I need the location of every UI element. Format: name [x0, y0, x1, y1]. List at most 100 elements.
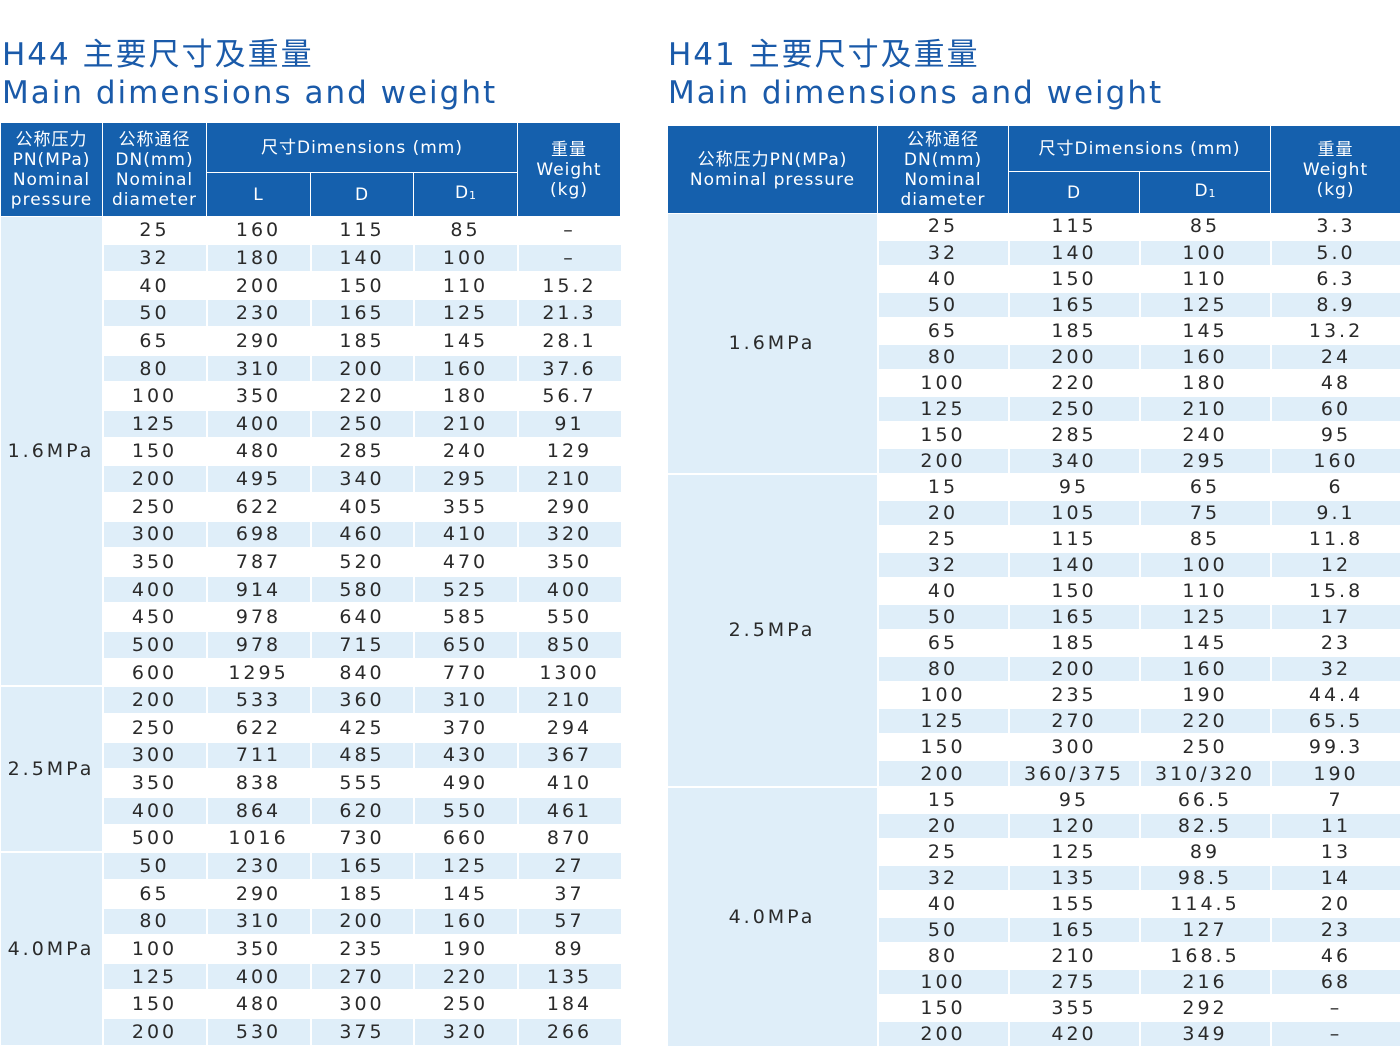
table-cell: 80	[103, 908, 207, 936]
table-cell: 533	[207, 686, 311, 714]
table-cell: 100	[1140, 240, 1271, 266]
dn-header-unit: DN(mm)	[103, 150, 206, 170]
table-cell: 220	[1009, 370, 1140, 396]
table-cell: 360/375	[1009, 760, 1140, 786]
table-cell: 37	[518, 880, 621, 908]
table-cell: 210	[414, 410, 518, 438]
table-cell: 23	[1271, 917, 1400, 943]
dn-header-cn: 公称通径	[103, 130, 206, 150]
table-cell: 838	[207, 769, 311, 797]
pn-header-en2: pressure	[1, 190, 102, 210]
table-cell: 21.3	[518, 299, 621, 327]
dn-header: 公称通径 DN(mm) Nominal diameter	[103, 123, 207, 217]
table-cell: 100	[103, 935, 207, 963]
table-cell: 555	[311, 769, 414, 797]
table-cell: 230	[207, 852, 311, 880]
pressure-cell: 4.0MPa	[668, 787, 878, 1047]
table-cell: 125	[103, 410, 207, 438]
table-cell: 250	[1009, 396, 1140, 422]
table-cell: 350	[207, 935, 311, 963]
table-cell: 550	[414, 797, 518, 825]
table-cell: 405	[311, 493, 414, 521]
table-cell: 285	[311, 438, 414, 466]
table-cell: 40	[878, 266, 1009, 292]
table-cell: 240	[414, 438, 518, 466]
table-cell: 8.9	[1271, 292, 1400, 318]
table-cell: –	[518, 217, 621, 245]
table-cell: 350	[518, 548, 621, 576]
table-cell: 145	[1140, 318, 1271, 344]
table-cell: 28.1	[518, 327, 621, 355]
d-header: D	[1009, 172, 1140, 214]
table-cell: 430	[414, 742, 518, 770]
table-cell: 80	[878, 656, 1009, 682]
table-cell: 100	[1140, 552, 1271, 578]
table-cell: 50	[103, 852, 207, 880]
pressure-cell: 2.5MPa	[1, 686, 103, 852]
table-cell: 220	[414, 963, 518, 991]
table-cell: 220	[311, 382, 414, 410]
table-cell: 100	[878, 969, 1009, 995]
table-cell: 914	[207, 576, 311, 604]
table-cell: 320	[518, 521, 621, 549]
table-cell: 160	[414, 908, 518, 936]
dimensions-header: 尺寸Dimensions (mm)	[1009, 126, 1271, 172]
table-cell: 20	[878, 813, 1009, 839]
table-cell: 7	[1271, 787, 1400, 813]
table-cell: 50	[878, 292, 1009, 318]
table-cell: 185	[311, 880, 414, 908]
table-cell: 150	[103, 438, 207, 466]
table-cell: 210	[518, 465, 621, 493]
table-cell: 32	[878, 240, 1009, 266]
table-cell: 95	[1271, 422, 1400, 448]
table-cell: 375	[311, 1018, 414, 1046]
table-cell: 580	[311, 576, 414, 604]
table-cell: 400	[207, 410, 311, 438]
table-cell: 640	[311, 603, 414, 631]
pn-header: 公称压力PN(MPa) Nominal pressure	[668, 126, 878, 214]
table-cell: –	[1271, 1021, 1400, 1047]
table-cell: 530	[207, 1018, 311, 1046]
table-cell: 295	[414, 465, 518, 493]
weight-header-unit: (kg)	[518, 180, 620, 200]
pn-header-cn: 公称压力	[1, 130, 102, 150]
table-cell: 50	[878, 604, 1009, 630]
pn-header-en1: Nominal	[1, 170, 102, 190]
table-cell: 270	[1009, 708, 1140, 734]
table-cell: –	[1271, 995, 1400, 1021]
table-cell: 585	[414, 603, 518, 631]
table-cell: 500	[103, 631, 207, 659]
table-cell: 250	[1140, 734, 1271, 760]
table-cell: 250	[103, 493, 207, 521]
table-cell: 300	[311, 990, 414, 1018]
table-cell: 180	[414, 382, 518, 410]
table-cell: 135	[1009, 865, 1140, 891]
pn-header: 公称压力 PN(MPa) Nominal pressure	[1, 123, 103, 217]
table-cell: 210	[1009, 943, 1140, 969]
table-cell: 100	[103, 382, 207, 410]
table-cell: 270	[311, 963, 414, 991]
table-cell: 95	[1009, 787, 1140, 813]
table-cell: 400	[207, 963, 311, 991]
table-cell: 355	[1009, 995, 1140, 1021]
table-cell: 140	[1009, 552, 1140, 578]
table-cell: 80	[878, 943, 1009, 969]
pressure-cell: 1.6MPa	[1, 217, 103, 687]
table-cell: 150	[103, 990, 207, 1018]
table-cell: 250	[103, 714, 207, 742]
table-cell: 50	[103, 299, 207, 327]
table-cell: 160	[1140, 656, 1271, 682]
table-cell: 68	[1271, 969, 1400, 995]
table-cell: 425	[311, 714, 414, 742]
table-cell: 100	[878, 370, 1009, 396]
table-cell: 24	[1271, 344, 1400, 370]
table-cell: 200	[878, 448, 1009, 474]
table-cell: 160	[1271, 448, 1400, 474]
table-cell: 400	[103, 576, 207, 604]
table-cell: 89	[518, 935, 621, 963]
table-cell: 85	[414, 217, 518, 245]
table-cell: 200	[207, 272, 311, 300]
